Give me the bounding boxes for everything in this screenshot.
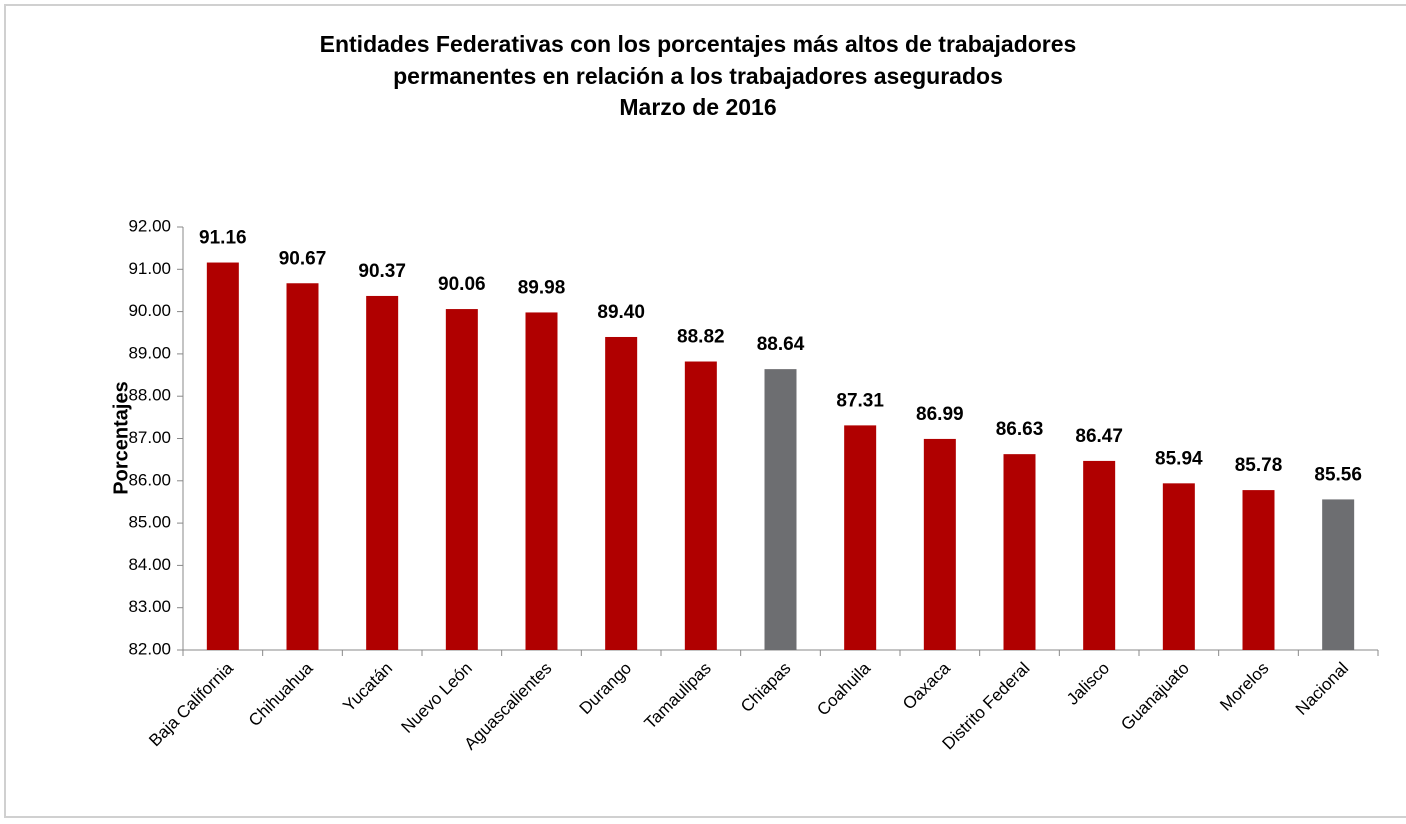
x-tick-label: Nacional — [1292, 659, 1352, 719]
x-tick-label: Durango — [576, 659, 636, 719]
chart-title: Entidades Federativas con los porcentaje… — [320, 31, 1077, 57]
y-tick-label: 87.00 — [128, 428, 171, 447]
bar — [844, 425, 877, 650]
data-label: 91.16 — [199, 228, 247, 249]
y-tick-label: 82.00 — [128, 639, 171, 658]
y-tick-label: 89.00 — [128, 343, 171, 362]
bar — [445, 309, 478, 650]
y-tick-label: 84.00 — [128, 555, 171, 574]
bar — [764, 369, 797, 650]
chart-frame — [4, 4, 1406, 818]
x-tick-label: Guanajuato — [1117, 659, 1193, 735]
y-tick-label: 91.00 — [128, 259, 171, 278]
y-tick-label: 86.00 — [128, 470, 171, 489]
bar — [206, 262, 239, 650]
x-tick-label: Chihuahua — [245, 658, 317, 730]
x-tick-label: Jalisco — [1063, 659, 1113, 709]
data-label: 85.78 — [1235, 455, 1283, 476]
data-label: 86.99 — [916, 404, 964, 425]
bar — [366, 295, 399, 650]
x-tick-label: Coahuila — [813, 658, 874, 719]
data-label: 86.47 — [1075, 426, 1123, 447]
bar — [1242, 490, 1275, 650]
x-tick-label: Chiapas — [737, 659, 795, 717]
y-axis-label: Porcentajes — [110, 381, 132, 494]
x-tick-label: Tamaulipas — [641, 659, 715, 733]
data-label: 90.37 — [358, 261, 406, 282]
bar — [1162, 483, 1195, 650]
data-label: 87.31 — [836, 390, 884, 411]
bar — [1322, 499, 1355, 650]
y-tick-label: 83.00 — [128, 597, 171, 616]
data-label: 88.82 — [677, 327, 725, 348]
data-label: 90.67 — [279, 248, 327, 269]
y-tick-label: 90.00 — [128, 301, 171, 320]
bar — [286, 283, 319, 650]
bar — [684, 361, 717, 650]
data-label: 85.94 — [1155, 448, 1203, 469]
x-tick-label: Nuevo León — [398, 659, 476, 737]
y-tick-label: 85.00 — [128, 513, 171, 532]
x-tick-label: Yucatán — [339, 659, 396, 716]
data-label: 89.98 — [518, 277, 566, 298]
bar — [525, 312, 558, 650]
y-tick-label: 88.00 — [128, 386, 171, 405]
data-label: 88.64 — [757, 334, 805, 355]
bar — [923, 438, 956, 650]
y-tick-label: 92.00 — [128, 216, 171, 235]
data-label: 90.06 — [438, 274, 486, 295]
chart-title: Marzo de 2016 — [619, 94, 776, 120]
x-tick-label: Baja California — [145, 658, 237, 750]
data-label: 89.40 — [597, 302, 645, 323]
x-tick-label: Morelos — [1216, 659, 1272, 715]
x-tick-label: Oaxaca — [899, 658, 954, 713]
bar — [605, 336, 638, 650]
bar — [1003, 454, 1036, 650]
bar — [1083, 460, 1116, 650]
chart-title: permanentes en relación a los trabajador… — [393, 63, 1003, 89]
data-label: 86.63 — [996, 419, 1044, 440]
data-label: 85.56 — [1314, 464, 1362, 485]
